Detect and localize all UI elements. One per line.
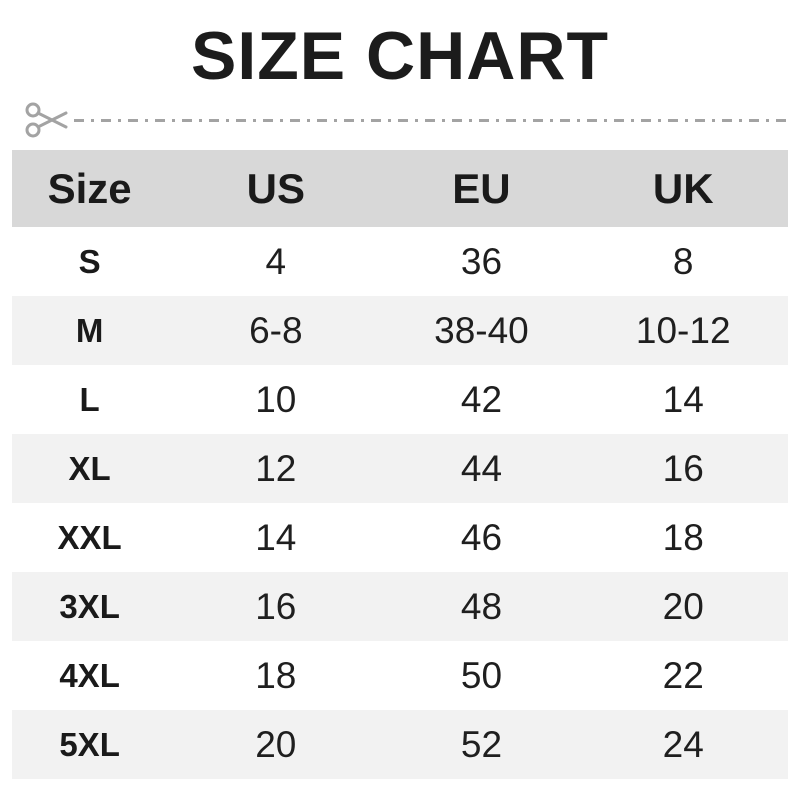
us-cell: 16 (255, 585, 297, 627)
size-cell: XXL (57, 518, 122, 556)
uk-cell: 8 (672, 240, 694, 282)
us-cell: 6-8 (249, 309, 303, 351)
table-row-5xl: 5XL 20 52 24 (12, 710, 788, 779)
us-cell: 18 (255, 654, 297, 696)
scissors-icon (25, 102, 68, 138)
page-title: SIZE CHART (191, 18, 609, 94)
dashed-cut-line (74, 118, 786, 122)
eu-cell: 48 (460, 585, 503, 627)
eu-cell: 50 (460, 654, 503, 696)
size-cell: S (78, 242, 101, 280)
table-row-l: L 10 42 14 (12, 365, 788, 434)
header-cell-size: Size (47, 164, 132, 212)
uk-cell: 22 (662, 654, 704, 696)
us-cell: 10 (255, 378, 297, 420)
size-chart-table: Size US EU UK S 4 36 8 M 6-8 38-40 10-12… (12, 150, 788, 779)
us-cell: 4 (265, 240, 287, 282)
eu-cell: 44 (460, 447, 503, 489)
table-row-3xl: 3XL 16 48 20 (12, 572, 788, 641)
eu-cell: 52 (460, 723, 503, 765)
table-row-xl: XL 12 44 16 (12, 434, 788, 503)
uk-cell: 20 (662, 585, 704, 627)
us-cell: 14 (255, 516, 297, 558)
us-cell: 12 (255, 447, 297, 489)
size-cell: XL (68, 449, 111, 487)
eu-cell: 36 (460, 240, 503, 282)
eu-cell: 38-40 (434, 309, 529, 351)
table-row-4xl: 4XL 18 50 22 (12, 641, 788, 710)
header-cell-eu: EU (452, 164, 511, 212)
uk-cell: 24 (662, 723, 704, 765)
size-cell: M (75, 311, 104, 349)
table-header-row: Size US EU UK (12, 150, 788, 227)
uk-cell: 18 (662, 516, 704, 558)
eu-cell: 42 (460, 378, 503, 420)
cut-line (24, 98, 786, 142)
uk-cell: 14 (662, 378, 704, 420)
table-row-s: S 4 36 8 (12, 227, 788, 296)
table-row-m: M 6-8 38-40 10-12 (12, 296, 788, 365)
size-cell: L (79, 380, 100, 418)
eu-cell: 46 (460, 516, 503, 558)
uk-cell: 10-12 (635, 309, 731, 351)
table-row-xxl: XXL 14 46 18 (12, 503, 788, 572)
us-cell: 20 (255, 723, 297, 765)
size-cell: 3XL (59, 587, 120, 625)
uk-cell: 16 (662, 447, 704, 489)
header-cell-uk: UK (652, 164, 714, 212)
size-cell: 5XL (59, 725, 120, 763)
header-cell-us: US (246, 164, 305, 212)
size-cell: 4XL (59, 656, 120, 694)
